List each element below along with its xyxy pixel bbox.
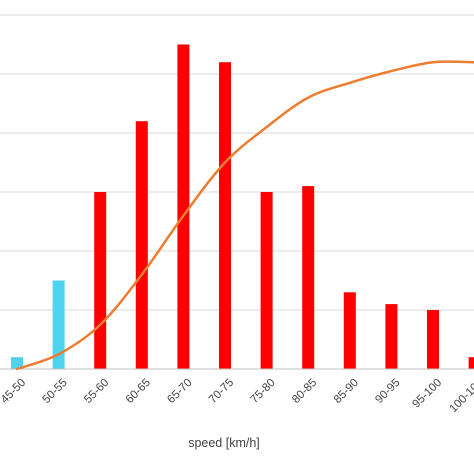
bar-85-90: [343, 292, 356, 369]
x-tick-label: 45-50: [0, 377, 28, 406]
x-tick-label: 85-90: [332, 377, 361, 406]
x-tick-label: 80-85: [290, 377, 319, 406]
cumulative-line: [15, 60, 474, 371]
x-tick-label: 65-70: [165, 377, 194, 406]
bar-55-60: [94, 192, 107, 369]
bar-50-55: [52, 280, 65, 369]
x-axis-title: speed [km/h]: [188, 436, 260, 450]
x-tick-label: 95-100: [410, 377, 444, 411]
x-tick-label: 90-95: [373, 377, 402, 406]
bar-45-50: [11, 357, 23, 369]
x-tick-label: 55-60: [82, 377, 111, 406]
bar-60-65: [135, 121, 148, 369]
bar-100-105: [468, 357, 474, 369]
bar-90-95: [385, 304, 398, 369]
bar-series: [11, 44, 474, 369]
x-tick-label: 60-65: [124, 377, 153, 406]
bar-80-85: [302, 186, 315, 369]
bar-95-100: [427, 310, 439, 369]
x-tick-labels: 45-50 50-55 55-60 60-65 65-70 70-75 75-80 80-85…: [0, 377, 474, 415]
x-tick-label: 75-80: [249, 377, 278, 406]
x-tick-label: 70-75: [207, 377, 236, 406]
bar-75-80: [260, 192, 273, 369]
bar-65-70: [177, 44, 190, 369]
x-tick-label: 100-105: [447, 377, 474, 415]
gridlines: [0, 14, 474, 311]
bar-70-75: [219, 62, 231, 369]
x-tick-label: 50-55: [41, 377, 70, 406]
cumulative-line-series: [15, 60, 474, 371]
